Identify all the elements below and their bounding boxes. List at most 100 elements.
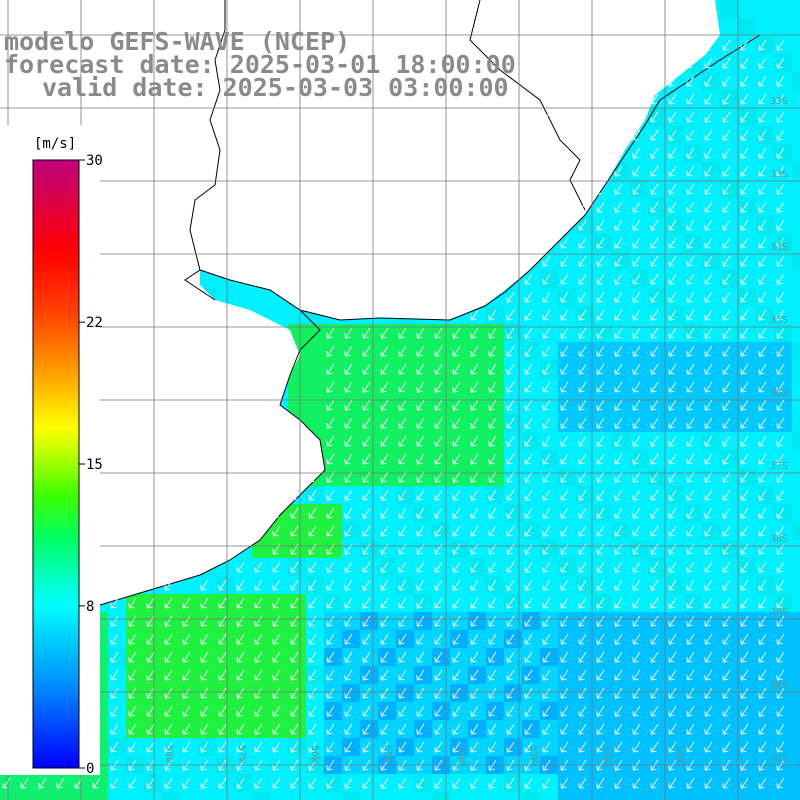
wind-arrow [110,615,119,627]
wind-cell [774,342,792,360]
wind-arrow [434,651,443,663]
wind-arrow [650,309,659,321]
lon-label: 56W [309,745,320,764]
wind-cell [612,612,630,630]
wind-cell [540,576,558,594]
wind-arrow [686,471,695,483]
wind-arrow [740,129,749,141]
wind-cell [558,540,576,558]
wind-cell [774,720,792,738]
wind-cell [540,738,558,756]
lon-label: 57W [236,745,247,764]
wind-cell [324,324,342,342]
wind-cell [666,162,684,180]
wind-cell [432,792,450,800]
wind-arrow [758,723,767,735]
wind-cell [684,396,702,414]
wind-arrow [722,345,731,357]
wind-cell [774,630,792,648]
wind-arrow [578,435,587,447]
wind-cell [648,144,666,162]
wind-cell [432,558,450,576]
wind-cell [108,666,126,684]
wind-cell [558,612,576,630]
wind-arrow [506,705,515,717]
wind-cell [234,666,252,684]
wind-cell [306,594,324,612]
wind-cell [162,630,180,648]
wind-cell [738,630,756,648]
wind-cell [468,486,486,504]
wind-arrow [722,471,731,483]
wind-cell [702,594,720,612]
wind-cell [648,702,666,720]
wind-arrow [776,561,785,573]
wind-cell [396,414,414,432]
wind-cell [666,342,684,360]
wind-arrow [740,345,749,357]
wind-arrow [704,687,713,699]
lat-label: 38S [770,534,788,545]
wind-arrow [488,579,497,591]
wind-arrow [506,435,515,447]
wind-cell [666,468,684,486]
wind-arrow [308,579,317,591]
wind-arrow [704,129,713,141]
wind-cell [630,666,648,684]
wind-cell [360,396,378,414]
wind-cell [720,324,738,342]
wind-cell [792,306,800,324]
wind-cell [702,558,720,576]
wind-arrow [650,705,659,717]
wind-cell [792,288,800,306]
wind-cell [684,306,702,324]
wind-cell [252,774,270,792]
lat-label: 32S [770,96,788,107]
wind-cell [288,594,306,612]
wind-arrow [578,93,587,105]
wind-arrow [596,777,605,789]
wind-arrow [488,741,497,753]
wind-arrow [776,381,785,393]
wind-arrow [632,75,641,87]
wind-cell [414,324,432,342]
wind-cell [702,630,720,648]
wind-arrow [578,219,587,231]
wind-cell [522,594,540,612]
wind-cell [360,648,378,666]
wind-cell [558,774,576,792]
wind-arrow [398,687,407,699]
wind-cell [450,576,468,594]
wind-arrow [452,435,461,447]
wind-arrow [398,381,407,393]
wind-cell [576,504,594,522]
wind-cell [162,774,180,792]
wind-arrow [488,777,497,789]
wind-cell [324,720,342,738]
wind-arrow [614,273,623,285]
wind-cell [414,594,432,612]
wind-arrow [776,255,785,267]
wind-cell [594,648,612,666]
wind-arrow [596,579,605,591]
wind-arrow [668,57,677,69]
wind-cell [252,540,270,558]
wind-arrow [578,471,587,483]
wind-cell [396,774,414,792]
wind-arrow [650,399,659,411]
wind-cell [396,396,414,414]
wind-cell [666,378,684,396]
wind-cell [612,540,630,558]
wind-cell [684,432,702,450]
wind-cell [774,90,792,108]
wind-arrow [686,489,695,501]
wind-cell [576,360,594,378]
wind-cell [504,432,522,450]
wind-arrow [488,363,497,375]
wind-cell [774,558,792,576]
lat-label: 37S [770,461,788,472]
wind-arrow [524,381,533,393]
wind-arrow [740,525,749,537]
wind-cell [324,738,342,756]
wind-arrow [578,453,587,465]
